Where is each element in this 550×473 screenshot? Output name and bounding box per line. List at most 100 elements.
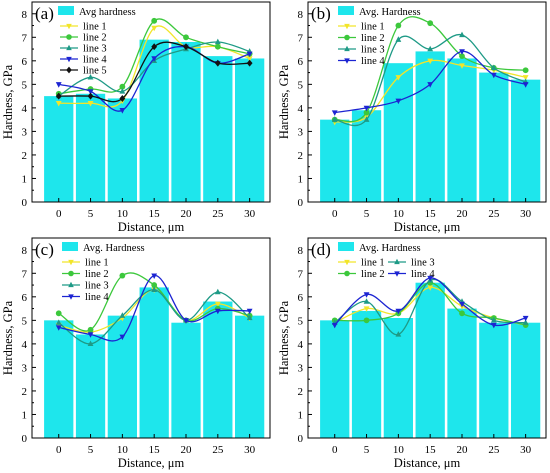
x-tick-label: 30 <box>520 444 532 456</box>
data-point <box>522 67 529 74</box>
legend-marker <box>68 259 74 266</box>
legend-marker <box>68 294 74 300</box>
x-tick-label: 10 <box>393 208 405 220</box>
data-point <box>151 25 158 32</box>
legend-label: line 3 <box>85 281 109 292</box>
x-tick-label: 10 <box>117 444 129 456</box>
data-point <box>459 310 465 317</box>
plot-frame <box>31 1 271 203</box>
data-point <box>87 73 94 80</box>
data-point <box>363 317 370 324</box>
legend-label: line 4 <box>83 55 107 66</box>
bar <box>415 51 445 202</box>
bar <box>171 322 201 438</box>
y-tick-label: 7 <box>22 32 28 44</box>
chart-panel-4: 0 5 10 15 20 25 30 0 1 2 3 4 5 6 7 8 Distance, μm Hardnes… <box>277 237 547 470</box>
data-point <box>151 286 158 292</box>
legend-label: line 1 <box>83 22 107 33</box>
y-tick-label: 5 <box>22 79 28 91</box>
legend-marker <box>68 281 74 288</box>
bar <box>139 287 169 438</box>
legend-bar-swatch <box>62 242 78 251</box>
legend-marker <box>68 270 74 277</box>
y-tick-label: 5 <box>298 315 304 327</box>
legend-label: line 4 <box>361 56 385 67</box>
x-tick-label: 20 <box>181 444 193 456</box>
y-tick-label: 8 <box>22 245 28 257</box>
x-tick-label: 0 <box>56 208 62 220</box>
x-tick-label: 25 <box>212 208 224 220</box>
data-point <box>183 318 189 324</box>
legend-marker <box>66 34 72 40</box>
data-point <box>183 34 189 41</box>
y-tick-label: 1 <box>298 173 304 185</box>
y-tick-label: 3 <box>298 362 304 374</box>
legend-label: line 4 <box>85 292 109 303</box>
legend-label: line 1 <box>361 258 385 269</box>
legend-marker <box>394 271 400 277</box>
legend-marker <box>66 44 72 51</box>
y-tick-label: 7 <box>298 268 304 280</box>
bar <box>447 308 477 438</box>
data-point <box>395 331 402 337</box>
legend-label: line 3 <box>411 258 435 269</box>
data-point <box>427 58 434 65</box>
bar <box>235 58 265 203</box>
bar <box>511 322 541 438</box>
bar <box>351 110 382 202</box>
y-tick-label: 6 <box>22 56 28 68</box>
bar <box>383 63 413 203</box>
y-tick-label: 1 <box>22 173 28 185</box>
data-point <box>395 98 402 105</box>
data-point <box>363 292 370 298</box>
x-axis-label: Distance, μm <box>394 220 461 234</box>
x-tick-label: 15 <box>425 444 437 456</box>
data-point <box>214 308 221 315</box>
plot-frame <box>307 1 547 203</box>
panel-label: (b) <box>311 4 331 23</box>
legend-marker <box>66 66 72 74</box>
y-tick-label: 1 <box>22 409 28 421</box>
data-point <box>331 322 338 329</box>
x-tick-label: 0 <box>332 208 338 220</box>
bar <box>139 39 169 202</box>
data-point <box>87 92 94 100</box>
y-tick-label: 4 <box>22 339 28 351</box>
chart-panel-3: 0 5 10 15 20 25 30 0 1 2 3 4 5 6 7 8 Distance, μm Hardnes… <box>1 237 271 470</box>
x-tick-label: 5 <box>364 208 370 220</box>
data-point <box>427 20 434 27</box>
data-point <box>363 109 370 116</box>
panel-label: (c) <box>35 240 54 259</box>
data-point <box>87 101 94 107</box>
data-point <box>55 101 62 107</box>
data-point <box>246 56 253 62</box>
data-point <box>490 64 497 71</box>
x-tick-label: 25 <box>488 444 500 456</box>
legend-marker <box>394 258 400 265</box>
x-tick-label: 15 <box>149 444 161 456</box>
x-tick-label: 0 <box>332 444 338 456</box>
data-point <box>427 275 434 282</box>
data-point <box>151 17 158 24</box>
legend-label: line 2 <box>85 269 109 280</box>
bar <box>415 282 445 438</box>
legend-label: line 1 <box>361 22 385 33</box>
bar <box>235 315 265 438</box>
data-point <box>427 82 434 88</box>
y-tick-label: 2 <box>22 386 28 398</box>
legend-label: Avg. Hardness <box>359 243 421 254</box>
y-tick-label: 3 <box>22 126 28 138</box>
x-tick-label: 30 <box>520 208 532 220</box>
legend-bar-swatch <box>58 6 74 15</box>
legend-bar-swatch <box>338 242 354 251</box>
x-tick-label: 25 <box>488 208 500 220</box>
data-point <box>119 83 126 90</box>
data-point <box>363 105 370 112</box>
bar <box>351 310 382 438</box>
y-tick-label: 3 <box>298 126 304 138</box>
legend-label: line 2 <box>83 33 107 44</box>
data-point <box>395 22 402 29</box>
y-tick-label: 0 <box>298 197 304 209</box>
y-tick-label: 5 <box>298 79 304 91</box>
